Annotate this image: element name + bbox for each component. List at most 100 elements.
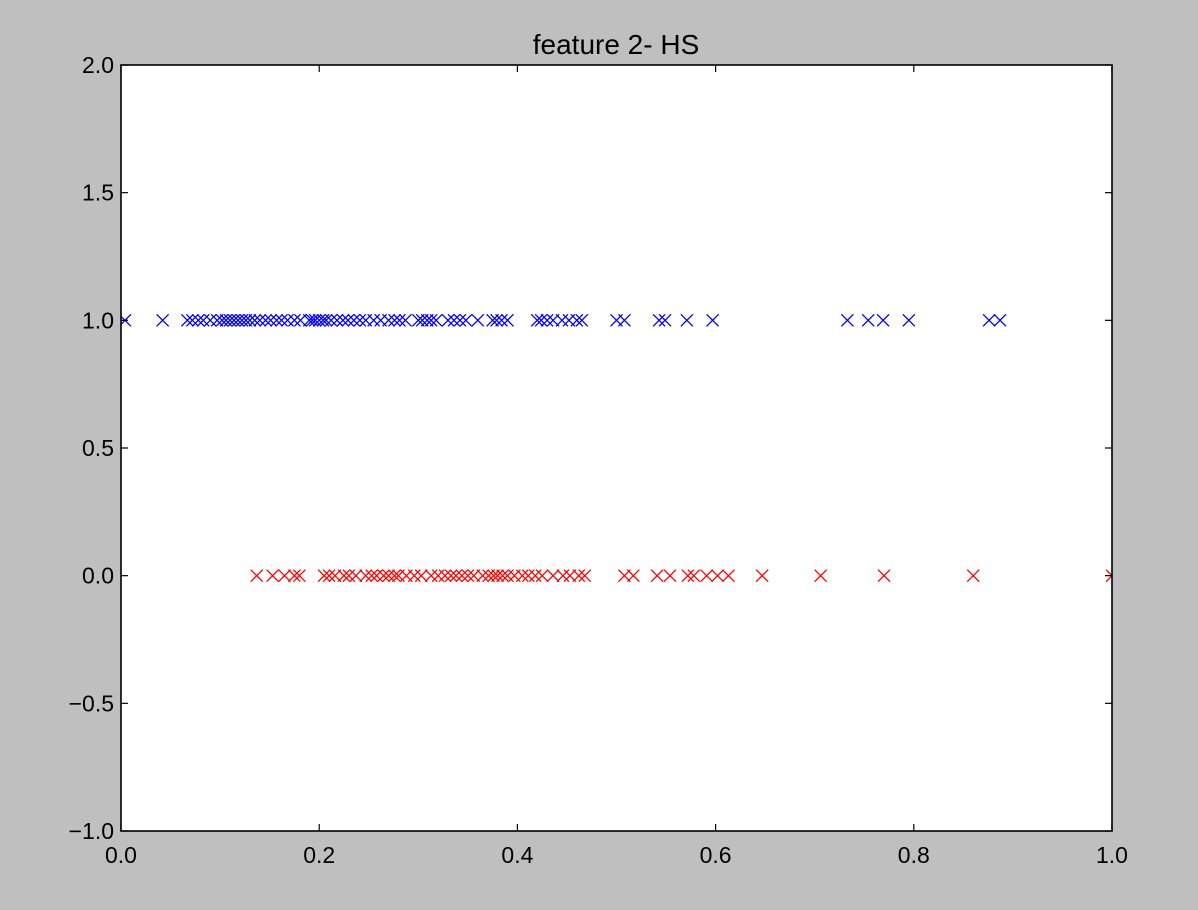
data-point-s0-38 — [367, 313, 381, 327]
data-point-s1-55 — [814, 569, 828, 583]
data-point-s1-58 — [1105, 569, 1112, 583]
x-tick-label-4: 0.8 — [898, 842, 930, 868]
data-point-s1-53 — [722, 569, 735, 583]
data-point-s0-59 — [534, 313, 548, 327]
data-point-s0-36 — [353, 313, 367, 327]
data-point-s0-25 — [302, 313, 316, 327]
data-point-s1-14 — [377, 569, 391, 583]
data-point-s0-28 — [312, 313, 326, 327]
data-point-s0-71 — [706, 313, 720, 327]
data-point-s0-15 — [243, 313, 257, 327]
data-point-s1-57 — [966, 569, 980, 583]
data-point-s0-42 — [393, 313, 406, 327]
data-point-s0-52 — [459, 313, 473, 327]
y-tick-label-5: 1.5 — [82, 180, 114, 206]
data-point-s1-19 — [407, 569, 421, 583]
data-point-s1-24 — [444, 569, 458, 583]
data-point-s1-4 — [292, 569, 306, 583]
data-point-s0-30 — [319, 313, 333, 327]
data-point-s1-0 — [250, 569, 264, 583]
data-point-s1-52 — [711, 569, 725, 583]
data-point-s0-56 — [495, 313, 509, 327]
data-point-s1-10 — [349, 569, 363, 583]
data-point-s0-33 — [336, 313, 350, 327]
data-point-s0-48 — [429, 313, 443, 327]
x-tick-label-1: 0.2 — [303, 842, 335, 868]
data-point-s1-43 — [572, 569, 586, 583]
data-point-s1-16 — [388, 569, 401, 583]
data-point-s1-48 — [663, 569, 677, 583]
data-point-s0-41 — [388, 313, 401, 327]
data-point-s0-69 — [658, 313, 672, 327]
data-point-s1-1 — [266, 569, 280, 583]
data-point-s1-40 — [546, 569, 560, 583]
data-point-s0-72 — [840, 313, 854, 327]
data-point-s0-19 — [264, 313, 278, 327]
data-point-s1-38 — [528, 569, 542, 583]
data-point-s0-4 — [191, 313, 205, 327]
data-point-s1-33 — [496, 569, 509, 583]
data-point-s1-2 — [278, 569, 291, 583]
x-tick-label-3: 0.6 — [700, 842, 732, 868]
data-point-s1-47 — [650, 569, 664, 583]
data-point-s1-29 — [476, 569, 490, 583]
data-point-s0-17 — [253, 313, 267, 327]
data-point-s0-76 — [982, 313, 996, 327]
data-point-s1-50 — [687, 569, 701, 583]
data-point-s0-32 — [330, 313, 344, 327]
data-point-s0-70 — [680, 313, 694, 327]
data-point-s0-77 — [993, 313, 1007, 327]
data-point-s0-3 — [185, 313, 199, 327]
series-1 — [250, 569, 1112, 583]
y-tick-label-3: 0.5 — [82, 435, 114, 461]
data-point-s1-22 — [431, 569, 445, 583]
data-point-s1-54 — [755, 569, 769, 583]
data-point-s0-55 — [490, 313, 504, 327]
data-point-s1-51 — [700, 569, 714, 583]
data-point-s0-16 — [248, 313, 262, 327]
data-point-s1-44 — [578, 569, 592, 583]
data-point-s1-20 — [414, 569, 428, 583]
data-point-s0-74 — [876, 313, 890, 327]
data-point-s1-25 — [449, 569, 463, 583]
data-point-s0-22 — [281, 313, 294, 327]
y-tick-label-2: 0.0 — [82, 563, 114, 589]
chart-title: feature 2- HS — [533, 29, 700, 60]
axis-ticks: 0.0 0.2 0.4 0.6 0.8 1.0 −1.0 −0.5 0.0 0.5 1.0 1.5 2.… — [69, 52, 1128, 868]
data-point-s0-73 — [861, 313, 875, 327]
data-point-s0-40 — [382, 313, 396, 327]
y-tick-label-1: −0.5 — [69, 690, 114, 716]
data-point-s1-27 — [461, 569, 475, 583]
data-point-s0-51 — [453, 313, 467, 327]
data-point-s1-32 — [491, 569, 505, 583]
data-point-s1-41 — [556, 569, 570, 583]
data-point-s0-75 — [902, 313, 916, 327]
data-point-s1-39 — [535, 569, 549, 583]
data-point-s0-47 — [424, 313, 438, 327]
data-point-s1-23 — [438, 569, 452, 583]
y-tick-label-6: 2.0 — [82, 52, 114, 78]
data-point-s0-58 — [530, 313, 544, 327]
plot-area — [121, 65, 1112, 831]
data-point-s1-6 — [322, 569, 336, 583]
data-point-s0-57 — [501, 313, 514, 327]
data-point-s1-11 — [359, 569, 373, 583]
data-point-s1-49 — [681, 569, 695, 583]
data-point-s0-34 — [341, 313, 355, 327]
data-point-s0-53 — [471, 313, 485, 327]
data-point-s1-21 — [424, 569, 438, 583]
data-point-s1-8 — [337, 569, 351, 583]
data-point-s0-62 — [555, 313, 569, 327]
data-point-s0-50 — [447, 313, 461, 327]
x-tick-label-5: 1.0 — [1096, 842, 1128, 868]
data-point-s0-49 — [441, 313, 455, 327]
data-point-s0-67 — [617, 313, 631, 327]
y-tick-label-4: 1.0 — [82, 307, 114, 333]
data-point-s0-2 — [180, 313, 194, 327]
data-point-s0-68 — [652, 313, 666, 327]
axes-frame — [120, 64, 1113, 832]
data-point-s1-34 — [501, 569, 514, 583]
data-point-s1-9 — [342, 569, 356, 583]
data-point-s0-43 — [398, 313, 412, 327]
